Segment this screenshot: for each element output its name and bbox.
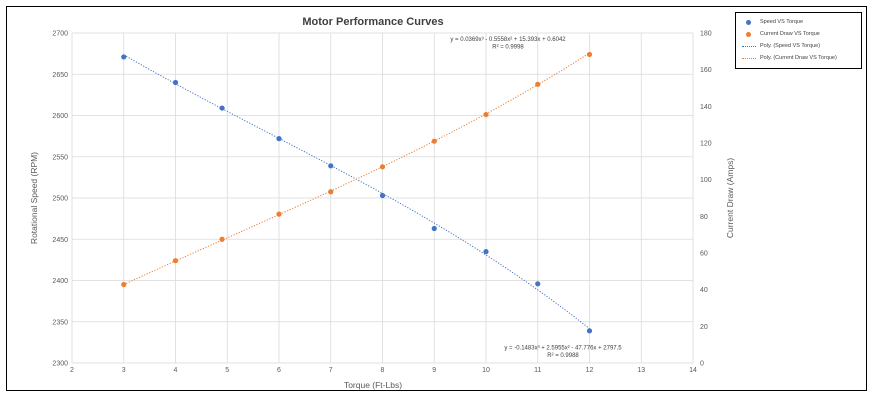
y2-tick-label: 0 — [700, 361, 704, 368]
trendline-r2-speed: R² = 0.9988 — [547, 353, 579, 359]
x-tick-label: 9 — [432, 367, 436, 374]
tick-layer: 2300 2350 2400 2450 2500 2550 2600 2650 2700 2 3 4 5… — [52, 31, 711, 375]
trendline-current — [123, 52, 590, 286]
chart-title: Motor Performance Curves — [302, 16, 443, 28]
data-point-current — [276, 211, 282, 217]
legend-item-poly-current: Poly. (Current Draw VS Torque) — [742, 53, 837, 63]
data-point-speed — [379, 192, 386, 199]
x-tick-label: 11 — [534, 367, 541, 374]
x-tick-label: 6 — [277, 367, 281, 374]
y-tick-label: 2600 — [52, 113, 68, 120]
legend-label-speed: Speed VS Torque — [760, 19, 804, 25]
data-point-speed — [219, 105, 225, 111]
legend-line-poly-current — [742, 53, 756, 63]
legend-marker-speed — [742, 17, 756, 27]
y-tick-label: 2500 — [52, 196, 68, 203]
data-point-speed — [121, 54, 127, 60]
data-point-current — [328, 189, 334, 195]
trend-layer — [123, 52, 590, 330]
data-point-speed — [276, 136, 282, 142]
y-tick-label: 2550 — [52, 154, 68, 161]
y-tick-label: 2400 — [52, 278, 68, 285]
legend-item-speed: Speed VS Torque — [742, 17, 803, 27]
data-point-current — [535, 81, 541, 87]
y2-tick-label: 40 — [700, 287, 708, 294]
data-point-current — [172, 258, 179, 264]
trendline-r2-current: R² = 0.9998 — [492, 45, 524, 51]
data-point-speed — [483, 249, 489, 255]
y-tick-label: 2450 — [52, 237, 68, 244]
x-tick-label: 7 — [329, 367, 333, 374]
y2-tick-label: 140 — [700, 104, 712, 111]
x-tick-label: 3 — [122, 367, 126, 374]
x-tick-label: 5 — [225, 367, 229, 374]
data-point-current — [586, 51, 593, 58]
y2-tick-label: 160 — [700, 67, 712, 74]
trendline-speed — [123, 54, 590, 330]
x-tick-label: 13 — [637, 367, 645, 374]
x-axis-title: Torque (Ft-Lbs) — [344, 380, 402, 390]
x-tick-label: 2 — [70, 367, 74, 374]
y2-tick-label: 100 — [700, 177, 712, 184]
x-tick-label: 14 — [689, 367, 697, 374]
trendline-equation-current: y = 0.0369x³ - 0.5558x² + 15.393x + 0.60… — [450, 37, 566, 43]
y-tick-label: 2650 — [52, 72, 68, 79]
y2-tick-label: 20 — [700, 324, 708, 331]
data-point-speed — [172, 79, 179, 86]
legend-label-poly-speed: Poly. (Speed VS Torque) — [760, 43, 821, 49]
trendline-equation-speed: y = -0.1483x³ + 2.5955x² - 47.776x + 279… — [504, 346, 622, 352]
legend: Speed VS Torque Current Draw VS Torque P… — [735, 12, 862, 69]
legend-label-poly-current: Poly. (Current Draw VS Torque) — [760, 55, 837, 61]
legend-item-poly-speed: Poly. (Speed VS Torque) — [742, 41, 820, 51]
point-layer — [121, 51, 593, 334]
x-tick-label: 4 — [174, 367, 178, 374]
y2-tick-label: 180 — [700, 31, 712, 38]
y-tick-label: 2350 — [52, 319, 68, 326]
y2-tick-label: 80 — [700, 214, 708, 221]
x-tick-label: 8 — [381, 367, 385, 374]
data-point-speed — [328, 163, 334, 169]
legend-label-current: Current Draw VS Torque — [760, 31, 820, 37]
legend-marker-current — [742, 29, 756, 39]
y2-tick-label: 60 — [700, 251, 708, 258]
data-point-current — [483, 111, 489, 118]
data-point-speed — [586, 328, 593, 334]
grid-layer — [71, 32, 694, 364]
legend-line-poly-speed — [742, 41, 756, 51]
data-point-current — [431, 138, 437, 144]
data-point-speed — [535, 281, 541, 287]
y-tick-label: 2300 — [52, 361, 68, 368]
x-tick-label: 10 — [482, 367, 490, 374]
data-point-current — [219, 236, 225, 242]
data-point-speed — [431, 225, 437, 232]
y-axis-title: Rotational Speed (RPM) — [29, 152, 39, 244]
data-point-current — [121, 281, 127, 288]
legend-item-current: Current Draw VS Torque — [742, 29, 820, 39]
y2-axis-title: Current Draw (Amps) — [725, 158, 735, 238]
data-point-current — [379, 164, 386, 170]
x-tick-label: 12 — [586, 367, 594, 374]
chart-frame — [6, 6, 867, 391]
y2-tick-label: 120 — [700, 141, 712, 148]
y-tick-label: 2700 — [52, 31, 68, 38]
